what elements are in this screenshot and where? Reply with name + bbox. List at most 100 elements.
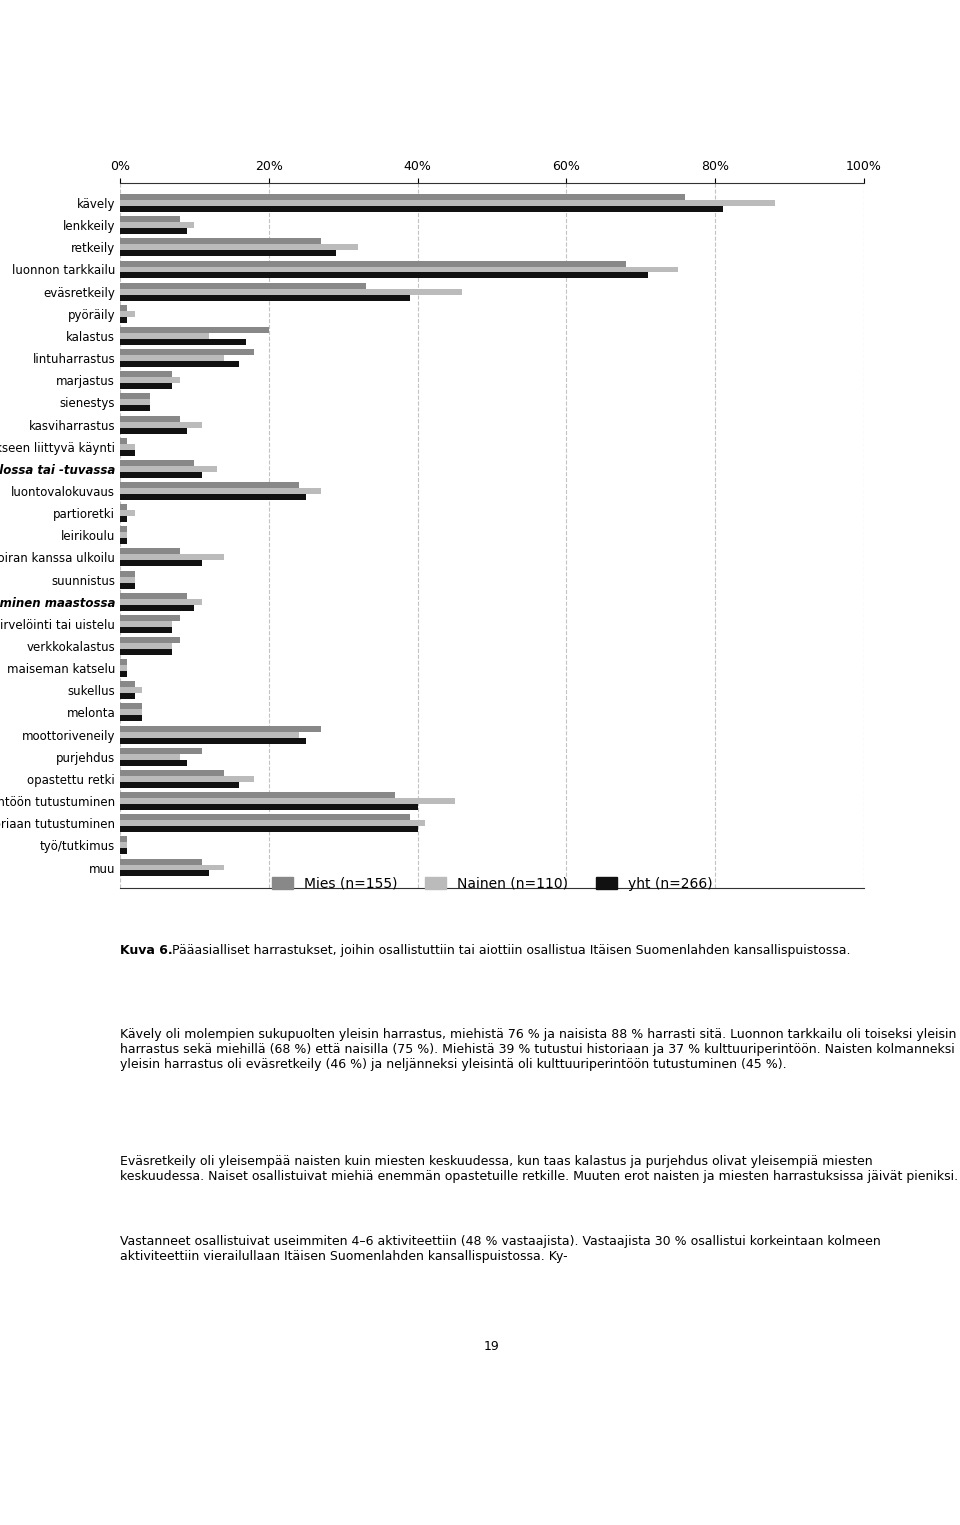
Bar	[120, 494, 306, 500]
Bar	[120, 782, 239, 788]
Bar	[120, 827, 418, 833]
Bar	[120, 709, 142, 715]
Bar	[120, 865, 225, 871]
Bar	[120, 371, 172, 377]
Bar	[120, 288, 463, 294]
Bar	[120, 715, 142, 721]
Bar	[120, 560, 202, 566]
Bar	[120, 244, 358, 250]
Bar	[120, 605, 194, 610]
Bar	[120, 770, 225, 776]
Text: Kuva 6.: Kuva 6.	[120, 944, 173, 956]
Bar	[120, 599, 202, 605]
Text: Vastanneet osallistuivat useimmiten 4–6 aktiviteettiin (48 % vastaajista). Vasta: Vastanneet osallistuivat useimmiten 4–6 …	[120, 1235, 880, 1263]
Text: Eväsretkeily oli yleisempää naisten kuin miesten keskuudessa, kun taas kalastus : Eväsretkeily oli yleisempää naisten kuin…	[120, 1156, 958, 1183]
Bar	[120, 273, 648, 279]
Bar	[120, 836, 128, 842]
Bar	[120, 461, 194, 465]
Bar	[120, 267, 678, 273]
Bar	[120, 355, 225, 361]
Bar	[120, 583, 134, 589]
Bar	[120, 261, 626, 267]
Text: Kävely oli molempien sukupuolten yleisin harrastus, miehistä 76 % ja naisista 88: Kävely oli molempien sukupuolten yleisin…	[120, 1028, 956, 1072]
Bar	[120, 650, 172, 656]
Bar	[120, 294, 410, 300]
Bar	[120, 311, 134, 317]
Bar	[120, 444, 134, 450]
Legend: Mies (n=155), Nainen (n=110), yht (n=266): Mies (n=155), Nainen (n=110), yht (n=266…	[266, 871, 718, 897]
Bar	[120, 644, 172, 650]
Bar	[120, 738, 306, 744]
Bar	[120, 238, 321, 244]
Bar	[120, 332, 209, 339]
Bar	[120, 688, 142, 694]
Bar	[120, 406, 150, 412]
Bar	[120, 732, 299, 738]
Bar	[120, 659, 128, 665]
Bar	[120, 488, 321, 494]
Bar	[120, 438, 128, 444]
Bar	[120, 505, 128, 511]
Bar	[120, 482, 299, 488]
Bar	[120, 450, 134, 456]
Bar	[120, 615, 180, 621]
Bar	[120, 532, 128, 538]
Bar	[120, 326, 269, 332]
Bar	[120, 570, 134, 576]
Bar	[120, 593, 187, 599]
Bar	[120, 229, 187, 235]
Bar	[120, 759, 187, 766]
Bar	[120, 511, 134, 515]
Bar	[120, 465, 217, 471]
Bar	[120, 393, 150, 400]
Bar	[120, 415, 180, 421]
Bar	[120, 665, 128, 671]
Bar	[120, 621, 172, 627]
Bar	[120, 804, 418, 810]
Bar	[120, 223, 194, 229]
Bar	[120, 538, 128, 544]
Bar	[120, 282, 366, 288]
Bar	[120, 637, 180, 644]
Bar	[120, 703, 142, 709]
Bar	[120, 694, 134, 700]
Bar	[120, 200, 775, 206]
Bar	[120, 798, 455, 804]
Bar	[120, 820, 425, 827]
Bar	[120, 349, 253, 355]
Bar	[120, 848, 128, 854]
Bar	[120, 549, 180, 555]
Bar	[120, 421, 202, 427]
Bar	[120, 471, 202, 477]
Text: 19: 19	[484, 1339, 500, 1353]
Bar	[120, 515, 128, 522]
Bar	[120, 305, 128, 311]
Bar	[120, 194, 685, 200]
Bar	[120, 526, 128, 532]
Bar	[120, 859, 202, 865]
Bar	[120, 217, 180, 223]
Bar	[120, 776, 253, 782]
Bar	[120, 250, 336, 256]
Bar	[120, 400, 150, 406]
Bar	[120, 753, 180, 759]
Bar	[120, 576, 134, 583]
Bar	[120, 383, 172, 389]
Bar	[120, 317, 128, 323]
Bar	[120, 682, 134, 688]
Bar	[120, 427, 187, 433]
Bar	[120, 555, 225, 560]
Bar	[120, 842, 128, 848]
Bar	[120, 814, 410, 820]
Bar	[120, 747, 202, 753]
Bar	[120, 339, 247, 345]
Bar	[120, 377, 180, 383]
Bar	[120, 206, 723, 212]
Bar	[120, 791, 396, 798]
Bar	[120, 671, 128, 677]
Bar	[120, 627, 172, 633]
Text: Pääasialliset harrastukset, joihin osallistuttiin tai aiottiin osallistua Itäise: Pääasialliset harrastukset, joihin osall…	[168, 944, 851, 956]
Bar	[120, 871, 209, 877]
Bar	[120, 361, 239, 368]
Bar	[120, 726, 321, 732]
